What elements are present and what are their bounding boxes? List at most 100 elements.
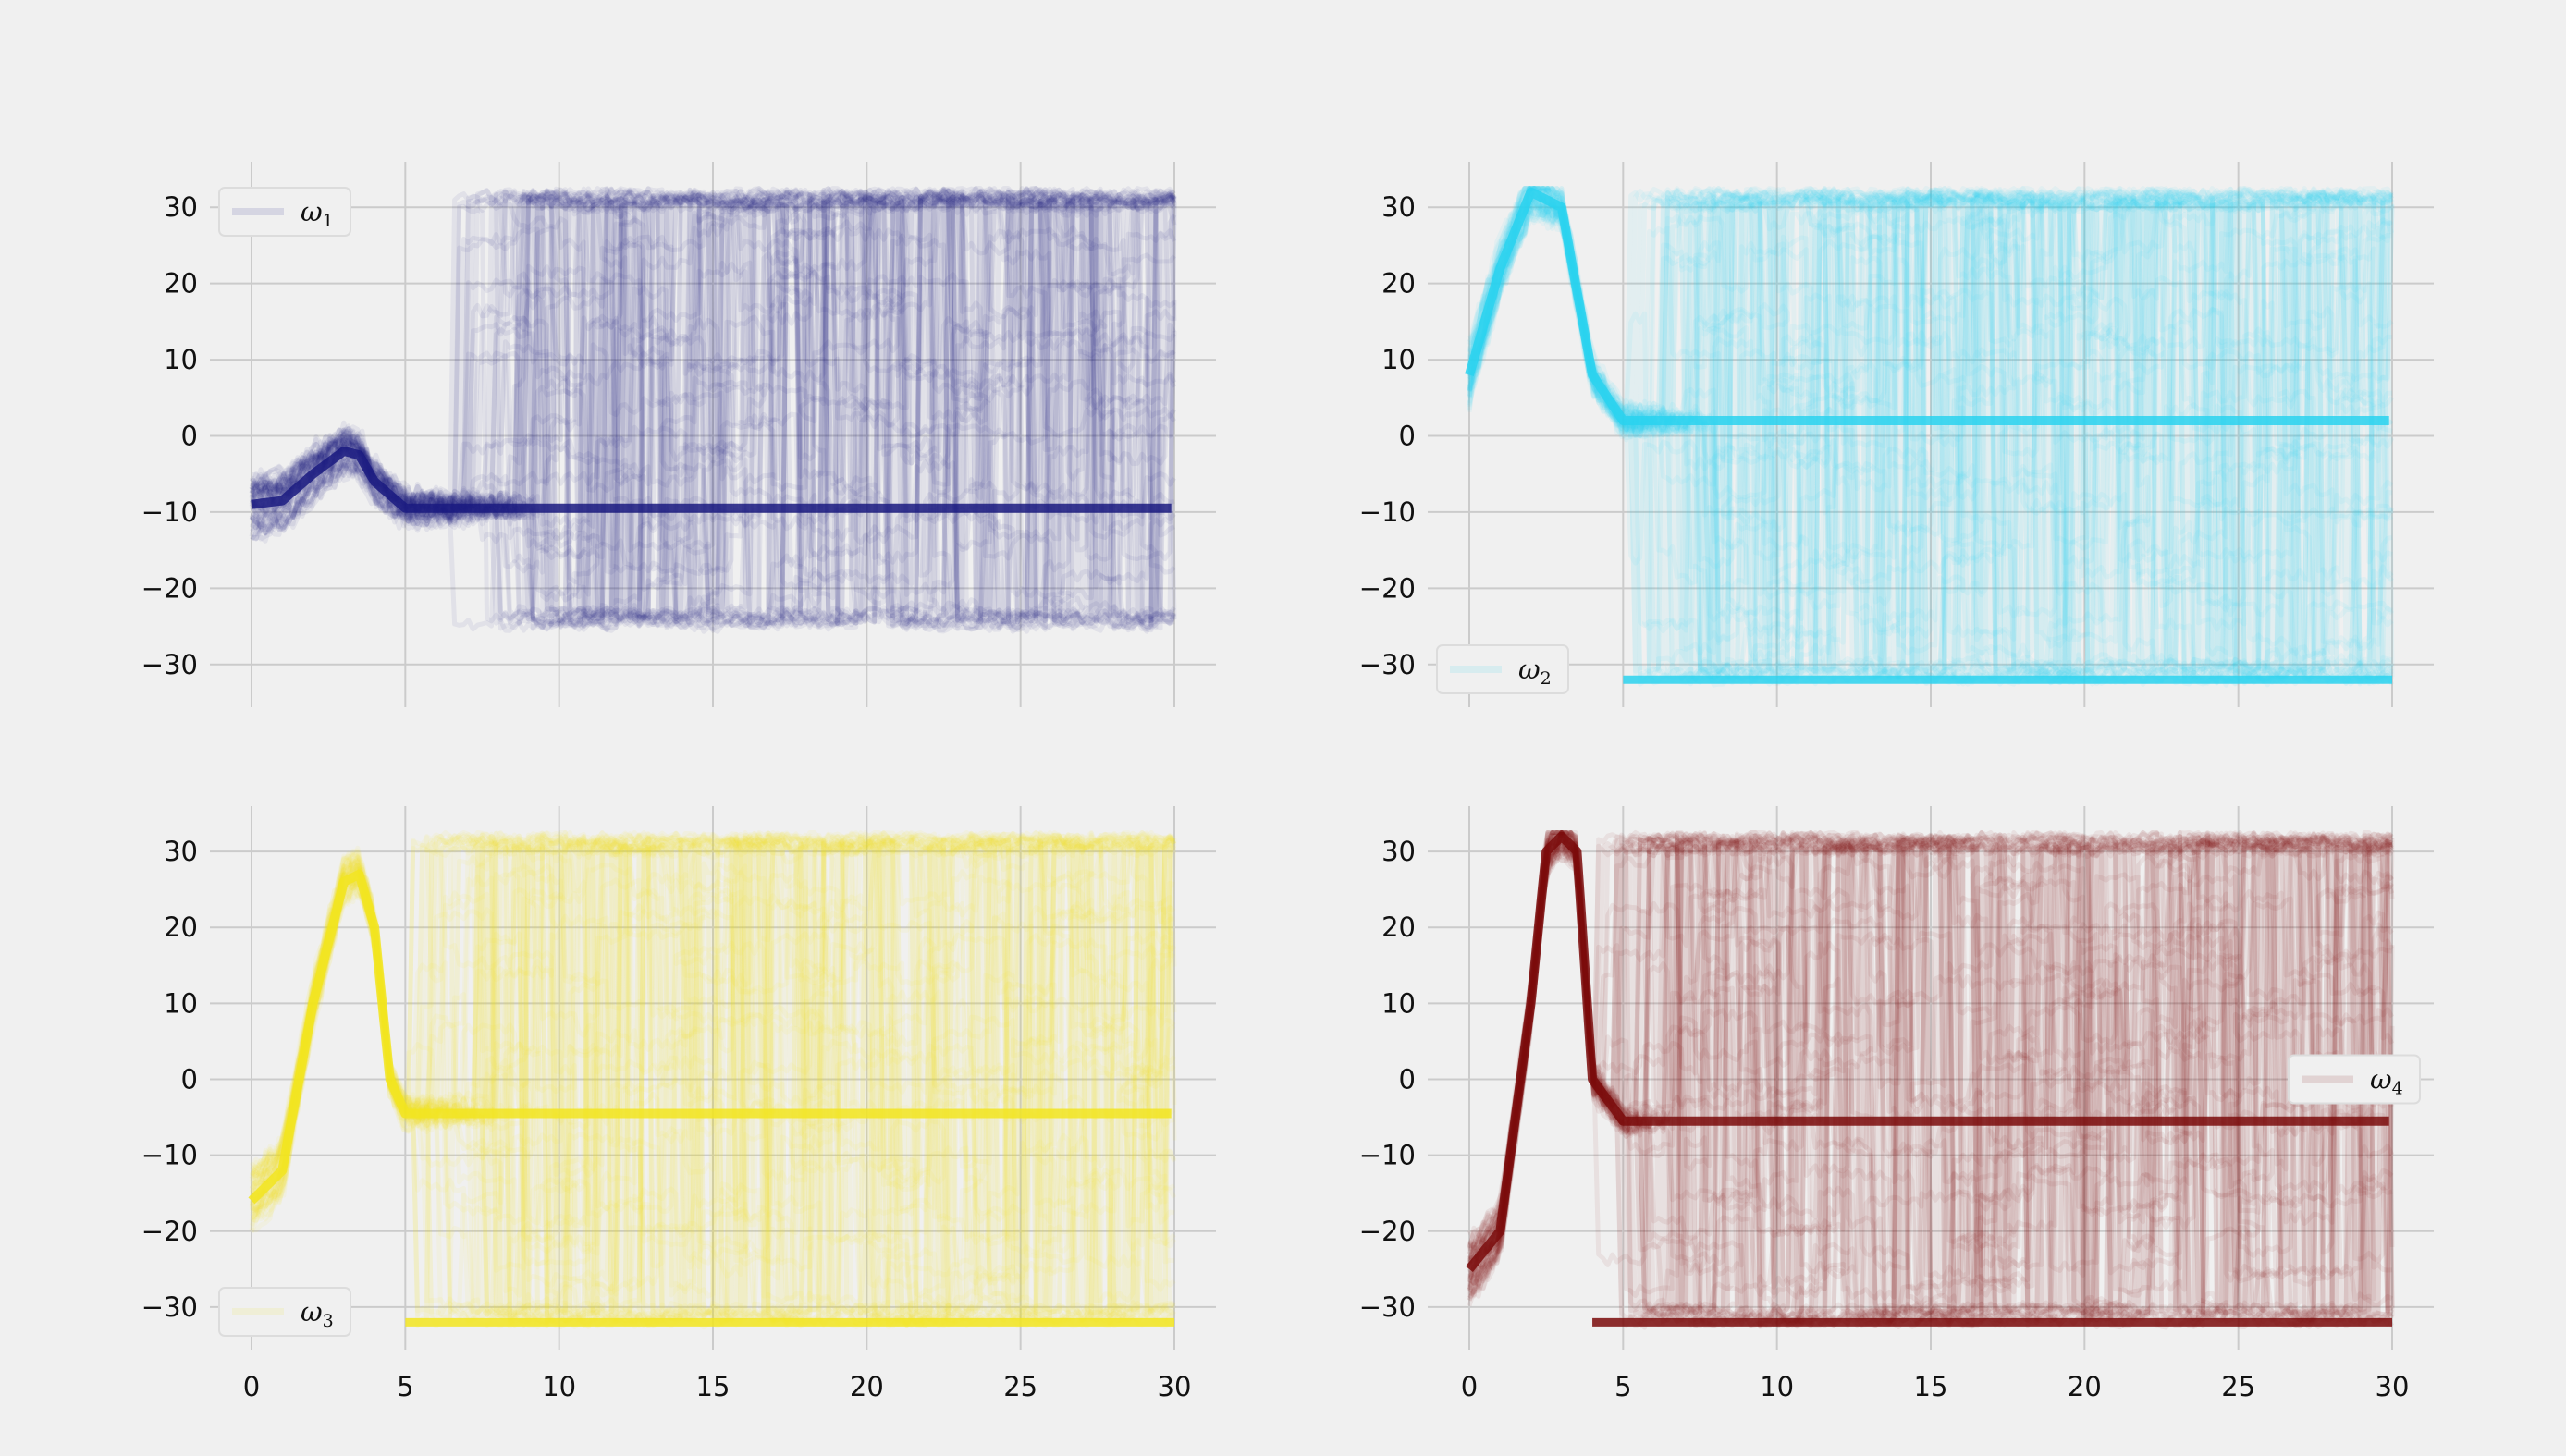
trajectory-line: [1467, 830, 2393, 1320]
trajectory-line: [1467, 830, 2394, 1324]
y-tick-label: −30: [141, 649, 198, 680]
legend-subscript: 4: [2392, 1079, 2403, 1099]
trajectory-line: [252, 830, 1176, 1329]
legend: ω4: [2288, 1054, 2421, 1105]
trajectory-line: [1467, 830, 2393, 1323]
trajectory-line: [1467, 830, 2395, 1326]
trajectory-line: [250, 830, 1175, 1323]
trajectory-line: [251, 189, 1175, 630]
grid: [210, 806, 1216, 1350]
x-tick-label: 30: [2376, 1371, 2410, 1402]
x-tick-label: 5: [1614, 1371, 1631, 1402]
trajectory-line: [249, 836, 1176, 1329]
trajectory-line: [1467, 830, 2394, 1325]
y-tick-label: 30: [164, 836, 198, 867]
dominant-trajectory: [1465, 187, 2391, 425]
trajectory-line: [249, 187, 1175, 630]
trajectory-line: [1467, 830, 2394, 1328]
y-tick-label: −10: [1359, 1140, 1416, 1171]
y-tick-label: −20: [141, 572, 198, 604]
trajectory-line: [250, 187, 1177, 627]
trajectory-line: [1467, 188, 2393, 687]
legend-symbol: ω: [301, 1296, 323, 1328]
trajectory-line: [1467, 832, 2394, 1324]
legend-box: [218, 187, 351, 237]
trajectory-line: [251, 186, 1177, 633]
x-tick-label: 15: [1914, 1371, 1948, 1402]
trajectory-line: [1467, 186, 2395, 681]
trajectory-line: [250, 186, 1177, 622]
trajectory-line: [250, 188, 1177, 625]
trajectory-line: [1467, 830, 2393, 1329]
legend: ω1: [218, 187, 351, 237]
y-tick-label: 10: [1381, 987, 1416, 1019]
trajectory-line: [1467, 830, 2395, 1328]
trajectory-line: [249, 192, 1177, 629]
subplot-2: −30 −20 −10 0 10 20 30 ω2: [1359, 162, 2434, 707]
trajectory-line: [1467, 830, 2393, 1328]
y-tick-label: −30: [141, 1291, 198, 1323]
trajectory-line: [1467, 830, 2394, 1328]
trajectory-line: [249, 831, 1177, 1321]
trajectory-line: [252, 831, 1176, 1329]
trajectory-line: [1467, 186, 2393, 685]
trajectory-line: [249, 186, 1176, 619]
trajectory-line: [1467, 830, 2395, 1327]
trajectory-line: [1467, 832, 2393, 1324]
y-tick-label: 20: [1381, 268, 1416, 300]
trajectory-line: [249, 188, 1177, 631]
y-tick-label: 0: [181, 421, 198, 452]
trajectory-line: [249, 830, 1176, 1329]
y-tick-label: 30: [1381, 836, 1416, 867]
trajectory-line: [1467, 186, 2393, 679]
trajectory-line: [1467, 186, 2394, 688]
trajectory-line: [249, 834, 1177, 1326]
trajectory-line: [1467, 189, 2394, 686]
trajectory-line: [1467, 830, 2394, 1326]
y-tick-label: 30: [1381, 191, 1416, 223]
trajectory-line: [1467, 830, 2393, 1323]
trajectory-line: [250, 830, 1177, 1325]
trajectory-line: [1467, 187, 2393, 684]
trajectory-line: [1467, 189, 2394, 678]
trajectory-line: [1467, 192, 2394, 684]
x-tick-label: 20: [2068, 1371, 2102, 1402]
trajectory-line: [1467, 830, 2392, 1323]
y-tick-label: 20: [1381, 912, 1416, 943]
trajectory-line: [251, 186, 1177, 633]
trajectory-line: [250, 186, 1175, 634]
y-tick-label: 10: [1381, 344, 1416, 375]
trajectory-line: [1467, 831, 2395, 1326]
trajectory-line: [1467, 830, 2393, 1328]
legend-symbol: ω: [301, 196, 323, 227]
y-tick-label: 20: [164, 268, 198, 300]
legend-label: ω4: [2370, 1064, 2403, 1099]
trajectory-line: [250, 186, 1177, 621]
trajectory-line: [250, 186, 1176, 630]
x-tick-label: 20: [850, 1371, 884, 1402]
dominant-trajectory: [248, 869, 1173, 1205]
y-tick-label: 0: [1399, 421, 1416, 452]
trajectory-line: [249, 188, 1177, 632]
x-tick-label: 10: [542, 1371, 576, 1402]
legend: ω3: [218, 1287, 351, 1337]
y-tick-label: 0: [181, 1064, 198, 1095]
trajectory-line: [1467, 831, 2395, 1329]
y-tick-label: −20: [1359, 572, 1416, 604]
legend-box: [2288, 1054, 2421, 1105]
trajectory-line: [249, 187, 1176, 630]
legend-label: ω1: [301, 196, 334, 231]
trajectory-line: [1467, 186, 2395, 681]
x-tick-label: 15: [696, 1371, 731, 1402]
trajectory-line: [1467, 831, 2395, 1330]
trajectory-line: [250, 186, 1177, 633]
trajectory-line: [1467, 186, 2394, 686]
subplot-4: −30 −20 −10 0 10 20 30 0 5 10 15 20 25 30 ω4: [1359, 806, 2434, 1402]
trajectory-line: [1467, 186, 2394, 681]
subplot-1: −30 −20 −10 0 10 20 30 ω1: [141, 162, 1216, 707]
trajectory-line: [249, 832, 1176, 1328]
trajectory-line: [1467, 830, 2393, 1328]
trajectory-line: [250, 830, 1177, 1328]
y-tick-label: −10: [141, 1140, 198, 1171]
y-tick-label: −30: [1359, 649, 1416, 680]
